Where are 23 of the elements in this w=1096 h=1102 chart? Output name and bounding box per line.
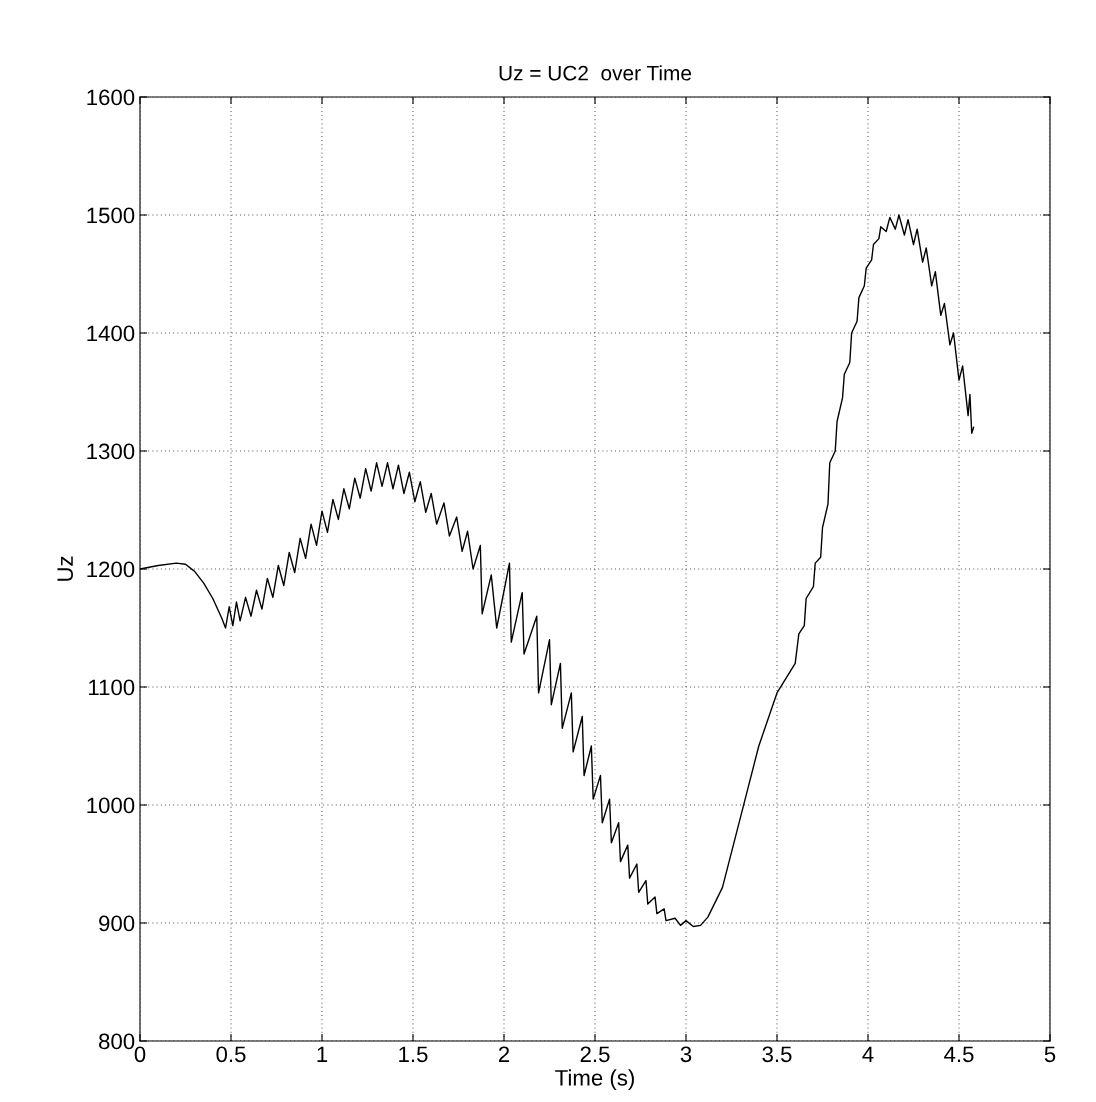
y-tick-label: 900 bbox=[99, 915, 135, 932]
x-tick-label: 4.5 bbox=[944, 1046, 974, 1063]
y-tick-label: 800 bbox=[99, 1033, 135, 1050]
x-tick-label: 5 bbox=[1044, 1046, 1056, 1063]
x-tick-label: 4 bbox=[862, 1046, 874, 1062]
x-tick-label: 3.5 bbox=[762, 1046, 792, 1063]
x-tick-label: 0.5 bbox=[216, 1046, 246, 1063]
y-axis-title: Uz bbox=[57, 556, 73, 581]
y-tick-label: 1500 bbox=[87, 207, 135, 224]
y-tick-label: 1200 bbox=[87, 561, 135, 578]
x-tick-label: 2 bbox=[498, 1046, 510, 1062]
y-tick-label: 1600 bbox=[87, 89, 135, 106]
x-axis-title: Time (s) bbox=[555, 1069, 634, 1091]
x-tick-label: 2.5 bbox=[580, 1046, 610, 1063]
y-tick-label: 1300 bbox=[87, 443, 135, 460]
chart-title: Uz = UC2 over Time bbox=[499, 65, 692, 81]
x-tick-label: 1 bbox=[317, 1046, 328, 1062]
x-tick-label: 3 bbox=[680, 1046, 692, 1063]
x-tick-label: 1.5 bbox=[399, 1046, 428, 1063]
y-tick-label: 1400 bbox=[87, 325, 135, 342]
x-tick-label: 0 bbox=[134, 1046, 146, 1063]
y-tick-label: 1100 bbox=[89, 679, 135, 696]
y-tick-label: 1000 bbox=[87, 797, 135, 814]
